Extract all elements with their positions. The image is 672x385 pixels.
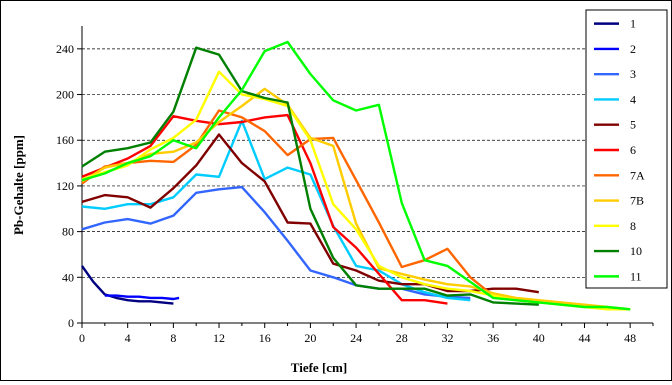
legend-label-4: 4 [630, 92, 636, 106]
y-tick-labels: 0 40 80 120 160 200 240 [56, 42, 74, 330]
axes [77, 26, 654, 328]
series-line-8 [81, 70, 631, 311]
y-tick-label: 120 [56, 179, 74, 193]
legend-label-11: 11 [630, 269, 642, 283]
legend: 1 2 3 4 5 6 7A 7B 8 10 11 [585, 9, 668, 289]
y-tick-label: 200 [56, 88, 74, 102]
series-lines [81, 40, 631, 311]
x-tick-label: 20 [304, 331, 316, 345]
grid-lines [82, 48, 653, 278]
x-tick-label: 48 [624, 331, 636, 345]
legend-label-3: 3 [630, 67, 636, 81]
legend-label-7B: 7B [630, 194, 644, 208]
legend-label-2: 2 [630, 42, 636, 56]
x-tick-label: 8 [170, 331, 176, 345]
legend-label-8: 8 [630, 219, 636, 233]
x-tick-label: 16 [259, 331, 271, 345]
x-tick-label: 36 [487, 331, 499, 345]
series-line-10 [81, 46, 539, 306]
y-tick-label: 40 [62, 270, 74, 284]
x-tick-label: 12 [213, 331, 225, 345]
series-line-2 [104, 294, 180, 301]
x-tick-label: 32 [441, 331, 453, 345]
x-tick-label: 44 [578, 331, 590, 345]
x-tick-labels: 0 4 8 12 16 20 24 28 32 36 40 44 48 [79, 331, 636, 345]
x-tick-label: 40 [533, 331, 545, 345]
legend-label-7A: 7A [630, 168, 645, 182]
series-line-4 [81, 119, 471, 302]
series-line-7B [81, 87, 631, 311]
x-tick-label: 0 [79, 331, 85, 345]
x-tick-label: 4 [125, 331, 131, 345]
legend-label-6: 6 [630, 143, 636, 157]
legend-label-1: 1 [630, 17, 636, 31]
y-tick-label: 240 [56, 42, 74, 56]
x-axis-label: Tiefe [cm] [291, 360, 347, 375]
y-axis-label: Pb-Gehalte [ppm] [11, 135, 26, 235]
series-line-6 [81, 113, 448, 305]
series-line-1 [81, 265, 174, 305]
y-tick-label: 80 [62, 225, 74, 239]
legend-label-5: 5 [630, 118, 636, 132]
y-tick-label: 0 [68, 316, 74, 330]
legend-label-10: 10 [630, 244, 642, 258]
series-line-11 [81, 40, 631, 311]
y-tick-label: 160 [56, 133, 74, 147]
x-tick-label: 28 [396, 331, 408, 345]
x-tick-label: 24 [350, 331, 362, 345]
